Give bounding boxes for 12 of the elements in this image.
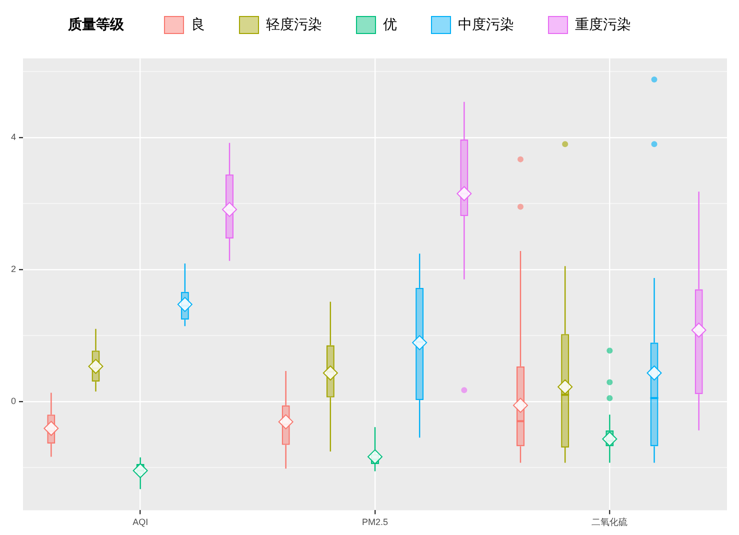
legend-title: 质量等级 (68, 16, 124, 34)
legend-label: 重度污染 (575, 16, 631, 34)
legend-label: 中度污染 (458, 16, 514, 34)
legend-label: 优 (383, 16, 397, 34)
legend-label: 良 (191, 16, 205, 34)
y-tick-label: 2 (10, 264, 16, 274)
x-tick-label: 二氧化硫 (592, 517, 628, 528)
x-tick-label: AQI (132, 517, 148, 528)
x-tick-label: PM2.5 (362, 517, 388, 528)
legend-label: 轻度污染 (266, 16, 322, 34)
y-tick-label: 4 (10, 132, 16, 142)
y-tick-label: 0 (10, 396, 16, 406)
